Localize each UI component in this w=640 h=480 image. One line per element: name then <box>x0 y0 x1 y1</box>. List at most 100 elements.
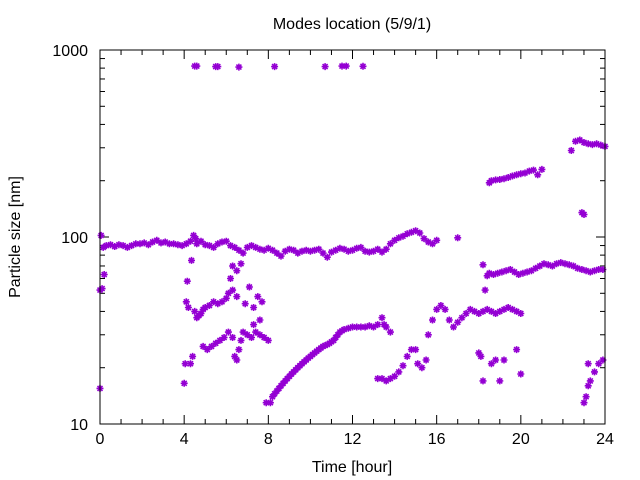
data-point <box>107 241 114 249</box>
data-point <box>222 237 230 245</box>
data-point <box>508 172 516 180</box>
data-point <box>344 247 352 255</box>
data-point <box>593 140 601 148</box>
data-point <box>395 234 403 242</box>
data-point <box>496 377 504 385</box>
data-point <box>216 336 224 344</box>
data-point <box>241 300 249 308</box>
data-point <box>193 240 201 248</box>
data-point <box>205 242 213 250</box>
data-point <box>407 346 415 354</box>
data-point <box>214 63 222 71</box>
data-point <box>517 370 525 378</box>
data-point <box>534 171 542 179</box>
data-point <box>183 277 191 285</box>
data-point <box>595 266 603 273</box>
data-point <box>576 136 584 144</box>
x-tick-label: 16 <box>428 431 446 448</box>
data-point <box>544 261 552 269</box>
data-point <box>532 264 540 272</box>
data-point <box>422 356 430 364</box>
chart-title: Modes location (5/9/1) <box>273 16 431 33</box>
data-point <box>153 236 161 244</box>
data-point <box>260 334 268 341</box>
data-point <box>588 141 596 149</box>
data-point <box>357 243 365 251</box>
data-point <box>182 298 190 306</box>
data-point <box>248 242 255 250</box>
data-point <box>321 342 329 349</box>
y-axis-label: Particle size [nm] <box>7 176 24 298</box>
data-point <box>188 256 195 264</box>
data-point <box>374 245 382 253</box>
data-point <box>496 307 504 315</box>
data-point <box>485 269 493 277</box>
data-point <box>479 307 487 315</box>
data-point <box>567 147 575 154</box>
data-point <box>420 235 428 243</box>
data-point <box>184 304 192 311</box>
data-point <box>100 271 108 278</box>
data-point <box>414 360 422 368</box>
data-point <box>580 211 588 218</box>
data-point <box>538 165 546 173</box>
data-point <box>454 234 462 242</box>
data-point <box>119 242 127 250</box>
data-point <box>290 246 298 254</box>
data-point <box>502 267 510 275</box>
data-point <box>111 243 119 250</box>
data-point <box>349 323 356 331</box>
data-point <box>231 243 239 251</box>
x-axis-label: Time [hour] <box>312 459 392 476</box>
data-point <box>220 334 228 341</box>
x-tick-label: 12 <box>344 431 362 448</box>
data-point <box>237 260 245 268</box>
data-point <box>227 242 234 250</box>
data-point <box>340 326 348 333</box>
data-point <box>149 238 157 246</box>
data-point <box>98 285 106 293</box>
data-point <box>190 231 198 239</box>
data-point <box>433 305 441 313</box>
data-point <box>591 368 598 376</box>
data-point <box>500 356 508 364</box>
data-point <box>243 243 251 251</box>
data-point <box>281 247 289 255</box>
data-point <box>458 314 466 322</box>
data-point <box>260 246 268 254</box>
data-point <box>191 307 199 315</box>
data-point <box>584 140 592 148</box>
data-point <box>370 323 377 331</box>
data-point <box>311 246 319 254</box>
data-point <box>479 261 487 269</box>
data-point <box>399 362 407 370</box>
data-point <box>218 298 226 306</box>
data-point <box>540 260 548 268</box>
data-point <box>99 243 107 251</box>
data-point <box>490 271 497 278</box>
data-point <box>269 393 276 401</box>
data-point <box>586 377 594 385</box>
data-point <box>599 356 607 364</box>
data-point <box>403 230 411 238</box>
data-point <box>399 232 407 240</box>
data-point <box>391 236 399 244</box>
data-point <box>328 248 335 256</box>
data-point <box>511 268 518 276</box>
data-point <box>580 139 588 146</box>
data-point <box>382 377 390 385</box>
data-point <box>386 240 394 248</box>
data-point <box>271 63 279 71</box>
data-point <box>582 393 590 401</box>
data-point <box>492 356 500 364</box>
data-point <box>157 239 165 247</box>
data-point <box>302 246 310 254</box>
data-point <box>210 243 218 251</box>
data-point <box>424 238 432 246</box>
data-point <box>483 305 491 313</box>
data-point <box>513 171 521 179</box>
data-point <box>487 177 495 185</box>
data-point <box>496 176 504 183</box>
data-point <box>243 331 251 339</box>
